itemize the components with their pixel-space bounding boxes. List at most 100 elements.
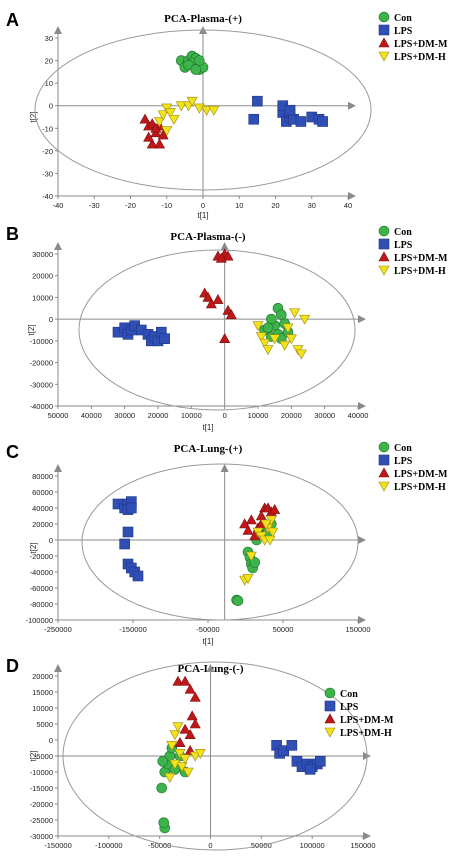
y-tick-label: 20000	[32, 272, 53, 281]
x-tick-label: 50000	[48, 411, 69, 420]
legend-marker	[378, 11, 390, 23]
legend-label: LPS+DM-M	[394, 39, 448, 50]
x-tick-label: 10	[235, 201, 243, 210]
y-tick-label: -10000	[30, 337, 53, 346]
x-axis-label: t[1]	[202, 637, 213, 646]
y-axis-label: t[2]	[29, 750, 38, 761]
x-tick-label: 150000	[350, 841, 375, 850]
x-tick-label: 20000	[148, 411, 169, 420]
y-tick-label: 10000	[32, 704, 53, 713]
data-point-lps-dm-h	[172, 722, 184, 733]
legend-label: LPS	[394, 26, 413, 37]
data-point-lps-dm-h	[289, 308, 301, 319]
data-point-lps	[119, 538, 130, 550]
data-point-lps-dm-h	[168, 114, 180, 125]
data-point-lps-dm-h	[259, 338, 271, 349]
data-point-lps-dm-m	[157, 129, 169, 140]
legend-label: LPS+DM-M	[394, 253, 448, 264]
x-tick-label: 40000	[348, 411, 369, 420]
data-point-lps-dm-h	[285, 334, 297, 345]
legend-label: LPS+DM-M	[340, 715, 394, 726]
y-axis-arrow	[220, 464, 229, 472]
chart-title: PCA-Plasma-(+)	[164, 13, 242, 25]
x-frame-arrow	[348, 192, 356, 200]
data-point-lps-dm-m	[222, 250, 234, 261]
data-point-lps-dm-h	[267, 527, 279, 538]
data-point-lps-dm-h	[260, 519, 272, 530]
y-tick-label: -80000	[30, 600, 53, 609]
x-axis-label: t[1]	[202, 423, 213, 432]
data-point-lps-dm-m	[255, 510, 267, 521]
x-tick-label: -30	[89, 201, 100, 210]
y-tick-label: 10000	[32, 293, 53, 302]
x-tick-label: -20	[125, 201, 136, 210]
y-frame-arrow	[54, 242, 62, 250]
legend-marker	[378, 51, 390, 62]
data-point-lps-dm-h	[264, 535, 276, 546]
y-tick-label: -100000	[25, 616, 53, 625]
y-tick-label: -15000	[30, 784, 53, 793]
data-point-lps-dm-h	[282, 323, 294, 334]
x-frame-arrow	[358, 402, 366, 410]
y-frame-arrow	[54, 464, 62, 472]
data-point-lps-dm-h	[166, 741, 178, 751]
legend-marker	[378, 441, 390, 453]
data-point-lps-dm-m	[172, 675, 184, 686]
x-axis-arrow	[358, 536, 366, 544]
legend-label: LPS+DM-H	[340, 728, 392, 739]
y-tick-label: 40000	[32, 504, 53, 513]
data-point-con	[157, 756, 169, 767]
data-point-lps-dm-h	[262, 345, 274, 356]
x-tick-label: 10000	[181, 411, 202, 420]
confidence-ellipse	[81, 463, 359, 621]
data-point-lps-dm-m	[179, 723, 191, 734]
data-point-lps	[252, 95, 263, 107]
x-tick-label: 0	[201, 201, 205, 210]
y-tick-label: -10	[42, 124, 53, 133]
y-tick-label: -40000	[30, 568, 53, 577]
data-point-lps-dm-h	[201, 105, 213, 116]
x-axis-arrow	[348, 101, 356, 110]
data-point-con	[276, 309, 287, 321]
data-point-con	[158, 817, 170, 828]
data-point-lps	[126, 502, 137, 514]
y-axis-label: t[2]	[29, 111, 38, 122]
x-tick-label: -40	[53, 201, 64, 210]
data-point-lps-dm-h	[164, 773, 176, 783]
legend-marker	[378, 37, 390, 48]
data-point-lps-dm-m	[189, 718, 201, 729]
legend-label: LPS+DM-M	[394, 469, 448, 480]
data-point-lps-dm-h	[175, 101, 187, 112]
x-tick-label: 30000	[314, 411, 335, 420]
data-point-con	[190, 64, 202, 75]
y-tick-label: -5000	[34, 752, 53, 761]
y-axis-label: t[2]	[29, 542, 38, 553]
data-point-lps-dm-h	[174, 749, 186, 759]
data-point-lps	[286, 740, 298, 751]
y-tick-label: -20000	[30, 359, 53, 368]
y-tick-label: -40000	[30, 402, 53, 411]
x-tick-label: 50000	[273, 625, 294, 634]
data-point-lps-dm-h	[245, 551, 257, 562]
y-tick-label: 0	[49, 315, 53, 324]
y-tick-label: 20000	[32, 520, 53, 529]
legend-label: Con	[394, 227, 412, 238]
y-tick-label: -30	[42, 169, 53, 178]
legend-label: LPS+DM-H	[394, 482, 446, 493]
legend-marker	[378, 454, 390, 466]
data-point-lps-dm-h	[194, 749, 206, 759]
data-point-lps-dm-h	[252, 321, 264, 332]
legend-label: LPS	[340, 702, 359, 713]
panel-a: A PCA-Plasma-(+) -40 -30 -20 -10 0 10 20 30 40 -40 -…	[6, 10, 448, 220]
y-tick-label: 0	[49, 536, 53, 545]
y-tick-label: 80000	[32, 472, 53, 481]
x-tick-label: 0	[208, 841, 212, 850]
panel-c: C PCA-Lung-(+) -250000 -150000 -50000 50000 15…	[6, 441, 448, 646]
legend-marker	[378, 238, 390, 250]
data-point-lps	[295, 116, 307, 127]
panel-letter: C	[6, 442, 19, 462]
data-point-lps-dm-m	[174, 737, 186, 747]
data-point-lps-dm-h	[153, 117, 166, 128]
panel-letter: B	[6, 224, 19, 244]
